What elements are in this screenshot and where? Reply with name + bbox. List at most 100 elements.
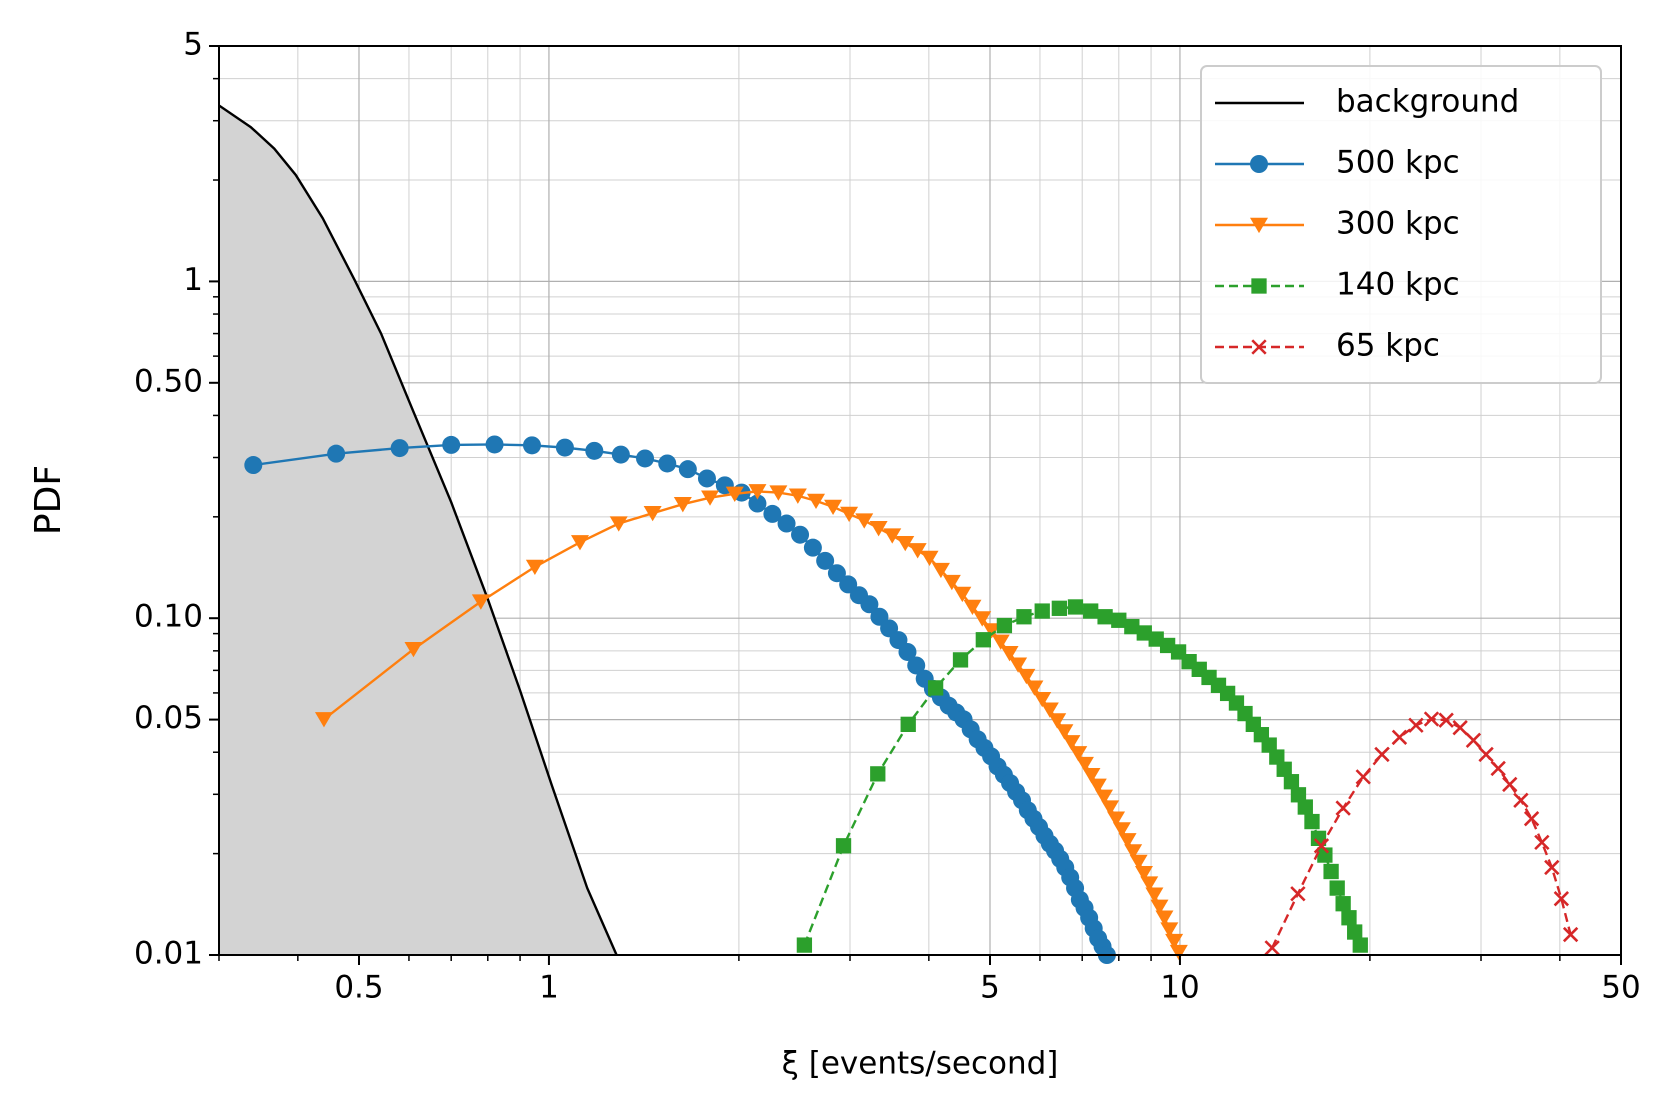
marker: [1055, 724, 1074, 740]
marker-stroke: [1562, 926, 1579, 943]
marker: [860, 595, 879, 614]
marker: [942, 574, 961, 591]
marker: [1016, 609, 1032, 625]
marker-stroke: [1544, 859, 1560, 876]
marker: [748, 484, 767, 500]
marker: [1088, 778, 1107, 794]
marker: [920, 550, 939, 567]
marker: [870, 766, 886, 782]
marker: [1000, 646, 1019, 662]
marker: [555, 438, 574, 457]
marker: [1083, 603, 1099, 619]
marker: [769, 485, 788, 501]
marker: [1134, 865, 1153, 882]
marker: [1075, 756, 1094, 773]
series-line: [219, 104, 618, 955]
marker: [1118, 833, 1137, 849]
marker: [1408, 717, 1424, 733]
marker-stroke: [1553, 890, 1570, 907]
marker: [1048, 713, 1067, 729]
marker: [1452, 720, 1468, 736]
marker: [725, 486, 744, 502]
axes-frame: [218, 45, 1622, 956]
marker: [1140, 876, 1159, 892]
marker: [1051, 600, 1068, 616]
marker: [1544, 859, 1560, 876]
marker: [1111, 612, 1127, 628]
marker: [996, 617, 1013, 634]
marker: [1438, 712, 1454, 728]
marker: [327, 444, 346, 463]
marker: [763, 504, 782, 523]
marker-stroke: [1313, 838, 1330, 854]
marker-stroke: [1534, 834, 1550, 851]
y-tick-label: 0.01: [134, 936, 203, 972]
x-tick-label: 50: [1601, 970, 1640, 1006]
marker-stroke: [1374, 746, 1390, 763]
marker: [953, 586, 972, 603]
marker: [611, 445, 630, 464]
marker: [1101, 800, 1120, 816]
marker: [471, 594, 490, 610]
marker: [896, 535, 915, 552]
marker-stroke: [1391, 729, 1408, 745]
marker: [927, 680, 944, 696]
marker: [1025, 680, 1044, 696]
marker-stroke: [1523, 810, 1540, 827]
marker: [609, 516, 628, 532]
marker-stroke: [1251, 339, 1267, 355]
marker: [1067, 599, 1084, 615]
x-axis-label: ξ [events/second]: [782, 1046, 1059, 1082]
marker: [869, 521, 888, 537]
marker: [952, 652, 969, 668]
marker: [1335, 896, 1351, 912]
marker-stroke: [1452, 720, 1468, 736]
marker: [803, 538, 822, 557]
marker: [1160, 922, 1179, 938]
x-tick-label: 5: [980, 970, 1000, 1006]
marker: [1261, 737, 1277, 753]
marker: [1297, 799, 1313, 815]
marker: [1033, 691, 1052, 708]
marker: [1553, 890, 1570, 907]
marker-stroke: [1335, 800, 1351, 816]
marker: [522, 436, 541, 455]
area-fill: [219, 105, 617, 955]
marker: [1069, 746, 1088, 762]
marker: [777, 514, 796, 533]
marker-stroke: [1438, 712, 1454, 728]
legend-label: 300 kpc: [1336, 206, 1460, 242]
marker: [931, 562, 950, 579]
x-tick-label: 0.5: [334, 970, 383, 1006]
marker: [748, 494, 767, 513]
marker: [1145, 887, 1164, 903]
marker: [788, 488, 807, 504]
marker: [907, 656, 926, 675]
marker: [697, 469, 716, 488]
marker: [1502, 776, 1518, 793]
marker: [1062, 735, 1081, 751]
marker: [982, 623, 1001, 639]
marker: [1352, 937, 1368, 953]
marker: [827, 564, 846, 583]
marker: [1290, 886, 1306, 902]
marker: [1124, 618, 1140, 635]
marker: [1465, 732, 1482, 748]
marker-stroke: [1478, 746, 1494, 763]
marker: [1150, 899, 1169, 915]
marker: [1095, 789, 1114, 805]
marker: [1355, 769, 1371, 785]
marker: [1534, 834, 1550, 851]
marker: [835, 838, 852, 854]
marker: [1341, 910, 1357, 926]
marker: [908, 543, 927, 559]
marker-stroke: [1502, 776, 1518, 793]
marker: [404, 642, 423, 658]
marker: [1329, 880, 1345, 896]
marker: [1347, 924, 1363, 940]
marker: [1283, 774, 1300, 790]
marker: [1097, 609, 1113, 625]
legend-box: [1200, 65, 1602, 384]
marker-stroke: [1264, 940, 1280, 956]
